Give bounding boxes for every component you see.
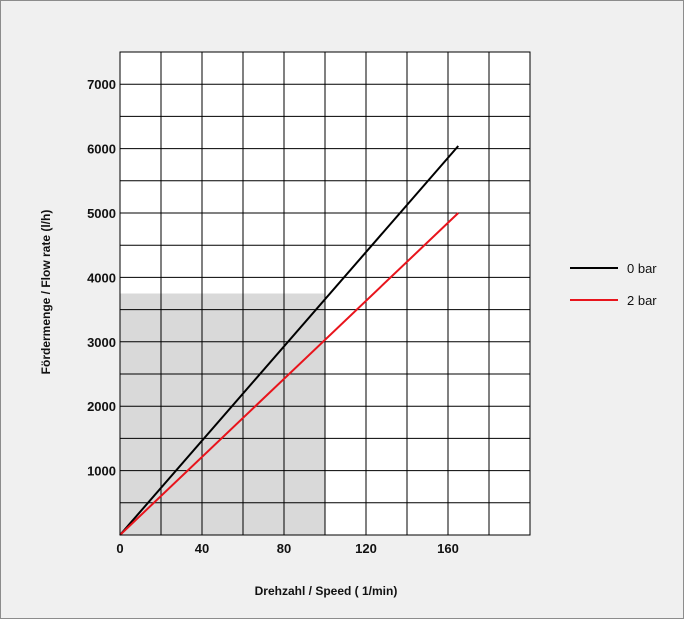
x-tick-label: 160 (437, 541, 459, 556)
series-line-0-bar (119, 145, 460, 536)
y-tick-label: 1000 (87, 464, 116, 479)
y-tick-label: 2000 (87, 399, 116, 414)
y-tick-label: 4000 (87, 270, 116, 285)
series-line-2-bar (119, 212, 459, 536)
y-axis-title: Fördermenge / Flow rate (l/h) (39, 210, 53, 375)
y-tick-label: 6000 (87, 142, 116, 157)
x-tick-label: 0 (116, 541, 123, 556)
y-tick-label: 7000 (87, 77, 116, 92)
y-tick-label: 5000 (87, 206, 116, 221)
legend: 0 bar 2 bar (570, 261, 657, 308)
plot-border (119, 51, 531, 536)
legend-label: 0 bar (627, 261, 657, 276)
tick-labels: 0 40 80 120 160 1000 2000 3000 4000 5000 6000 7000 (87, 77, 459, 556)
x-tick-label: 80 (277, 541, 291, 556)
x-tick-label: 40 (195, 541, 209, 556)
x-tick-label: 120 (355, 541, 377, 556)
x-axis-title: Drehzahl / Speed ( 1/min) (255, 584, 398, 598)
legend-label: 2 bar (627, 293, 657, 308)
y-tick-label: 3000 (87, 335, 116, 350)
series-lines (119, 145, 460, 536)
grid-lines (120, 52, 530, 535)
